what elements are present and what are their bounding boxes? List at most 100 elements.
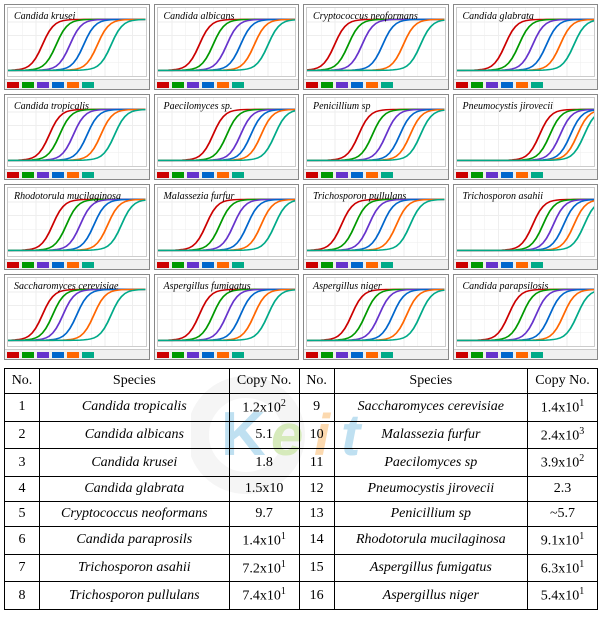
chart-species-label: Cryptococcus neoformans [313,11,418,22]
chart-legend [304,79,448,89]
legend-swatch [7,172,19,178]
table-row: 6Candida paraprosils1.4x10114Rhodotorula… [5,526,598,554]
legend-swatch [52,172,64,178]
legend-swatch [456,262,468,268]
chart-species-label: Candida parapsilosis [463,281,549,292]
legend-swatch [172,172,184,178]
species-copy-number-table: No. Species Copy No. No. Species Copy No… [4,368,598,610]
amplification-charts-grid: Candida krusei Candida albicans Cryptococc… [0,0,602,364]
chart-panel: Malassezia furfur [154,184,300,270]
legend-swatch [321,352,333,358]
legend-swatch [516,352,528,358]
cell-species: Paecilomyces sp [334,449,527,477]
cell-species: Rhodotorula mucilaginosa [334,526,527,554]
legend-swatch [306,82,318,88]
chart-plot-area: Candida tropicalis [7,97,147,167]
cell-species: Candida tropicalis [40,394,230,422]
chart-plot-area: Saccharomyces cerevisiae [7,277,147,347]
legend-swatch [67,262,79,268]
table-row: 8Trichosporon pullulans7.4x10116Aspergil… [5,582,598,610]
legend-swatch [366,262,378,268]
cell-no: 16 [299,582,334,610]
chart-plot-area: Candida parapsilosis [456,277,596,347]
legend-swatch [516,262,528,268]
chart-species-label: Saccharomyces cerevisiae [14,281,119,292]
chart-species-label: Trichosporon asahii [463,191,543,202]
chart-plot-area: Aspergillus fumigatus [157,277,297,347]
table-row: 5Cryptococcus neoformans9.713Penicillium… [5,501,598,526]
cell-no: 14 [299,526,334,554]
legend-swatch [187,172,199,178]
cell-species: Pneumocystis jirovecii [334,476,527,501]
legend-swatch [82,262,94,268]
legend-swatch [37,172,49,178]
chart-legend [304,349,448,359]
cell-copy: 6.3x101 [528,554,598,582]
legend-swatch [321,82,333,88]
cell-copy: 9.7 [229,501,299,526]
legend-swatch [172,82,184,88]
cell-species: Saccharomyces cerevisiae [334,394,527,422]
cell-copy: 7.2x101 [229,554,299,582]
legend-swatch [82,82,94,88]
legend-swatch [366,82,378,88]
col-header-species-left: Species [40,369,230,394]
chart-plot-area: Trichosporon asahii [456,187,596,257]
legend-swatch [471,82,483,88]
col-header-no-left: No. [5,369,40,394]
legend-swatch [232,82,244,88]
chart-panel: Rhodotorula mucilaginosa [4,184,150,270]
chart-species-label: Aspergillus fumigatus [164,281,251,292]
table-row: 1Candida tropicalis1.2x1029Saccharomyces… [5,394,598,422]
col-header-no-right: No. [299,369,334,394]
cell-no: 9 [299,394,334,422]
col-header-copy-left: Copy No. [229,369,299,394]
cell-species: Candida glabrata [40,476,230,501]
legend-swatch [351,172,363,178]
legend-swatch [381,262,393,268]
cell-copy: 5.1 [229,421,299,449]
cell-copy: 1.8 [229,449,299,477]
table-header-row: No. Species Copy No. No. Species Copy No… [5,369,598,394]
chart-species-label: Candida albicans [164,11,235,22]
legend-swatch [501,172,513,178]
chart-species-label: Candida krusei [14,11,75,22]
cell-copy: 1.2x102 [229,394,299,422]
legend-swatch [501,352,513,358]
legend-swatch [82,172,94,178]
chart-legend [155,169,299,179]
legend-swatch [22,82,34,88]
legend-swatch [381,172,393,178]
chart-legend [454,259,598,269]
legend-swatch [351,82,363,88]
legend-swatch [381,352,393,358]
legend-swatch [157,172,169,178]
legend-swatch [172,352,184,358]
chart-panel: Aspergillus fumigatus [154,274,300,360]
legend-swatch [217,172,229,178]
legend-swatch [486,262,498,268]
legend-swatch [531,352,543,358]
legend-swatch [306,262,318,268]
cell-no: 5 [5,501,40,526]
cell-no: 11 [299,449,334,477]
legend-swatch [217,262,229,268]
legend-swatch [486,352,498,358]
chart-panel: Candida krusei [4,4,150,90]
legend-swatch [336,82,348,88]
chart-panel: Trichosporon asahii [453,184,599,270]
cell-copy: ~5.7 [528,501,598,526]
chart-species-label: Trichosporon pullulans [313,191,406,202]
cell-no: 4 [5,476,40,501]
legend-swatch [531,82,543,88]
chart-plot-area: Aspergillus niger [306,277,446,347]
chart-plot-area: Paecilomyces sp. [157,97,297,167]
chart-legend [454,79,598,89]
legend-swatch [232,352,244,358]
chart-plot-area: Malassezia furfur [157,187,297,257]
legend-swatch [202,262,214,268]
cell-copy: 1.4x101 [229,526,299,554]
legend-swatch [501,262,513,268]
chart-species-label: Candida glabrata [463,11,534,22]
legend-swatch [336,172,348,178]
